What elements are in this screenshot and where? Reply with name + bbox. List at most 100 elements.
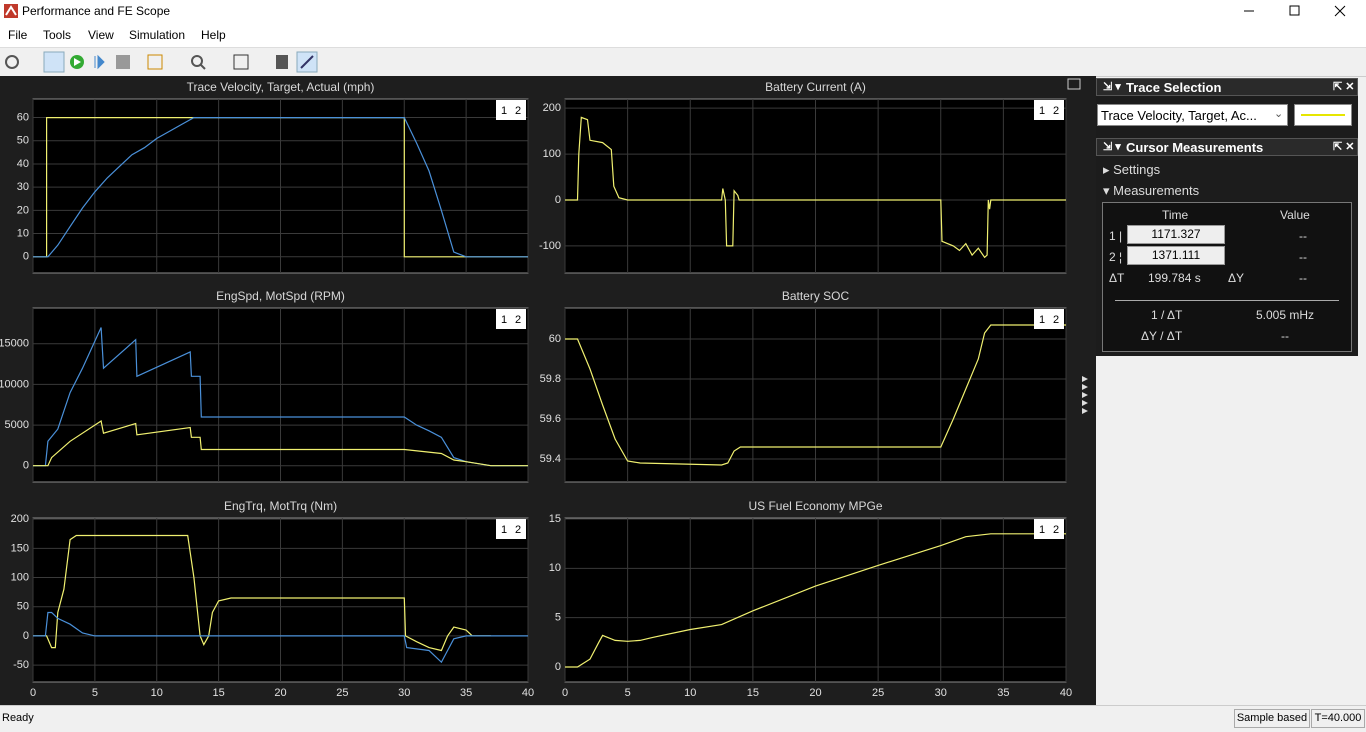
series-line bbox=[33, 117, 528, 258]
cursor-label: 1 bbox=[1039, 524, 1045, 536]
chart-title: EngSpd, MotSpd (RPM) bbox=[216, 289, 345, 303]
cursor-label: 2 bbox=[1053, 524, 1059, 536]
x-tick-label: 30 bbox=[935, 687, 947, 699]
chart-title: Battery SOC bbox=[782, 289, 850, 303]
y-tick-label: 60 bbox=[17, 111, 29, 123]
x-tick-label: 0 bbox=[562, 687, 568, 699]
series-line bbox=[565, 324, 1066, 466]
x-tick-label: 40 bbox=[522, 687, 534, 699]
menu-item[interactable]: Help bbox=[201, 28, 226, 42]
title-bar: Performance and FE Scope bbox=[0, 0, 1366, 22]
y-tick-label: 10 bbox=[17, 227, 29, 239]
cursor-measurements-header: ⇲ ▾ Cursor Measurements ⇱ ✕ bbox=[1096, 138, 1358, 156]
cursor-label: 1 bbox=[1039, 314, 1045, 326]
cursor-time[interactable]: 1171.327 bbox=[1127, 225, 1225, 244]
delta-y-label: ΔY bbox=[1228, 271, 1245, 285]
panel-title: Trace Selection bbox=[1126, 80, 1222, 95]
cursor-label-box bbox=[496, 309, 526, 329]
cursor-id: 2 bbox=[1109, 250, 1116, 264]
x-tick-label: 15 bbox=[747, 687, 759, 699]
x-tick-label: 5 bbox=[92, 687, 98, 699]
cursor-label: 1 bbox=[501, 314, 507, 326]
y-tick-label: 0 bbox=[555, 661, 561, 673]
menu-item[interactable]: View bbox=[88, 28, 114, 42]
cursor-value: -- bbox=[1299, 250, 1307, 264]
col-header: Time bbox=[1162, 208, 1189, 222]
y-tick-label: 30 bbox=[17, 181, 29, 193]
window-title: Performance and FE Scope bbox=[22, 4, 171, 18]
cursor-value: -- bbox=[1299, 229, 1307, 243]
measurements-label[interactable]: Measurements bbox=[1113, 183, 1200, 198]
x-tick-label: 5 bbox=[625, 687, 631, 699]
y-tick-label: 0 bbox=[23, 460, 29, 472]
trace-selection-header: ⇲ ▾ Trace Selection ⇱ ✕ bbox=[1096, 78, 1358, 96]
y-tick-label: 59.8 bbox=[540, 373, 561, 385]
cursor-label: 1 bbox=[501, 524, 507, 536]
dy-dt: -- bbox=[1281, 329, 1289, 343]
x-tick-label: 25 bbox=[336, 687, 348, 699]
panel-title: Cursor Measurements bbox=[1126, 140, 1264, 155]
cursor-label: 2 bbox=[515, 105, 521, 117]
settings-toggle[interactable]: ▸ Settings bbox=[1103, 162, 1161, 177]
y-tick-label: -50 bbox=[13, 659, 29, 671]
x-tick-label: 15 bbox=[213, 687, 225, 699]
x-tick-label: 0 bbox=[30, 687, 36, 699]
chart-title: US Fuel Economy MPGe bbox=[748, 499, 882, 513]
window-controls[interactable] bbox=[1236, 3, 1361, 19]
y-tick-label: 5000 bbox=[5, 419, 29, 431]
col-header: Value bbox=[1280, 208, 1310, 222]
toolbar-icons[interactable] bbox=[0, 48, 340, 76]
trace-dropdown[interactable]: Trace Velocity, Target, Ac... ⌄ bbox=[1097, 104, 1288, 126]
status-text: Ready bbox=[2, 712, 34, 724]
cursor-label: 2 bbox=[1053, 314, 1059, 326]
cursor-label: 2 bbox=[515, 314, 521, 326]
y-tick-label: 100 bbox=[543, 148, 561, 160]
x-tick-label: 25 bbox=[872, 687, 884, 699]
menu-item[interactable]: Simulation bbox=[129, 28, 186, 42]
status-bar: Ready Sample based T=40.000 bbox=[0, 705, 1366, 732]
y-tick-label: 200 bbox=[543, 102, 561, 114]
measurements-table: Time Value 1 | 1171.327 -- 2 ¦ 1371.111 --… bbox=[1102, 202, 1352, 352]
y-tick-label: 150 bbox=[11, 542, 29, 554]
trace-color-swatch[interactable] bbox=[1294, 104, 1352, 126]
status-time: T=40.000 bbox=[1311, 709, 1365, 728]
x-tick-label: 20 bbox=[809, 687, 821, 699]
cursor-id: 1 bbox=[1109, 229, 1116, 243]
app-icon bbox=[4, 4, 18, 18]
x-tick-label: 35 bbox=[997, 687, 1009, 699]
x-tick-label: 20 bbox=[274, 687, 286, 699]
cursor-time[interactable]: 1371.111 bbox=[1127, 246, 1225, 265]
cursor-label-box bbox=[1034, 519, 1064, 539]
chart-title: Battery Current (A) bbox=[765, 80, 866, 94]
cursor-label: 1 bbox=[1039, 105, 1045, 117]
status-mode: Sample based bbox=[1234, 709, 1310, 728]
y-tick-label: 15 bbox=[549, 513, 561, 525]
x-tick-label: 10 bbox=[684, 687, 696, 699]
trace-selected: Trace Velocity, Target, Ac... bbox=[1101, 108, 1257, 123]
series-line bbox=[565, 116, 1066, 259]
panel-toggle[interactable] bbox=[1082, 376, 1088, 414]
cursor-label: 1 bbox=[501, 105, 507, 117]
cursor-label-box bbox=[1034, 100, 1064, 120]
y-tick-label: 10 bbox=[549, 562, 561, 574]
cursor-label-box bbox=[496, 100, 526, 120]
dy-dt-label: ΔY / ΔT bbox=[1141, 329, 1183, 343]
settings-label[interactable]: Settings bbox=[1113, 162, 1161, 177]
y-tick-label: 0 bbox=[23, 251, 29, 263]
y-tick-label: 50 bbox=[17, 135, 29, 147]
menu-item[interactable]: Tools bbox=[43, 28, 72, 42]
y-tick-label: 20 bbox=[17, 204, 29, 216]
cursor-label: 2 bbox=[1053, 105, 1059, 117]
x-tick-label: 40 bbox=[1060, 687, 1072, 699]
undock-icon[interactable] bbox=[1067, 78, 1081, 90]
inv-dt: 5.005 mHz bbox=[1256, 308, 1315, 322]
series-line bbox=[33, 327, 528, 467]
y-tick-label: -100 bbox=[539, 240, 561, 252]
measurements-toggle[interactable]: ▾ Measurements bbox=[1103, 183, 1200, 198]
delta-y: -- bbox=[1299, 271, 1307, 285]
cursor-label-box bbox=[496, 519, 526, 539]
y-tick-label: 5 bbox=[555, 612, 561, 624]
y-tick-label: 200 bbox=[11, 513, 29, 525]
series-line bbox=[33, 420, 528, 467]
menu-item[interactable]: File bbox=[8, 28, 28, 42]
